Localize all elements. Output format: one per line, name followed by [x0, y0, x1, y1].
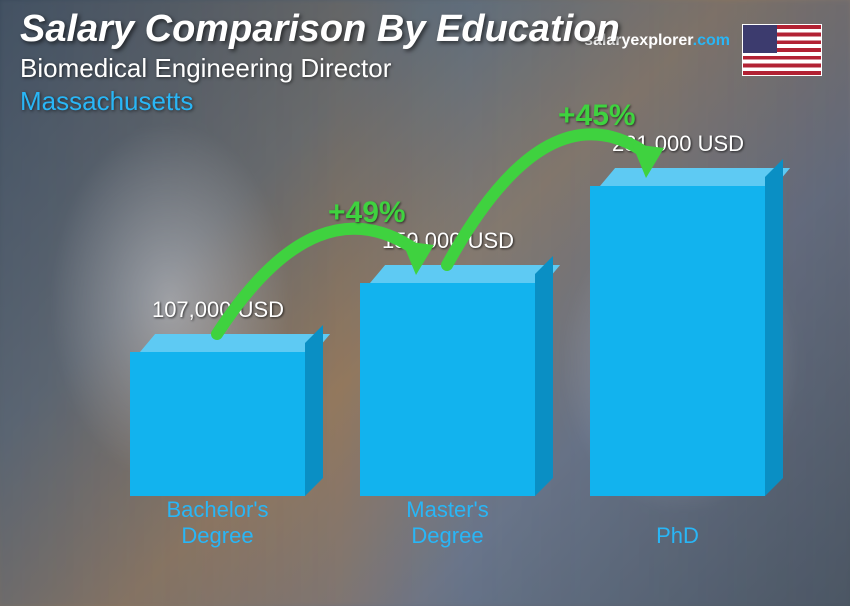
page-title: Salary Comparison By Education: [20, 8, 830, 51]
jump-arrow: [60, 140, 790, 546]
bar-chart: 107,000 USDBachelor'sDegree159,000 USDMa…: [60, 140, 790, 546]
location: Massachusetts: [20, 86, 830, 117]
header: Salary Comparison By Education Biomedica…: [20, 8, 830, 117]
job-title: Biomedical Engineering Director: [20, 53, 830, 84]
